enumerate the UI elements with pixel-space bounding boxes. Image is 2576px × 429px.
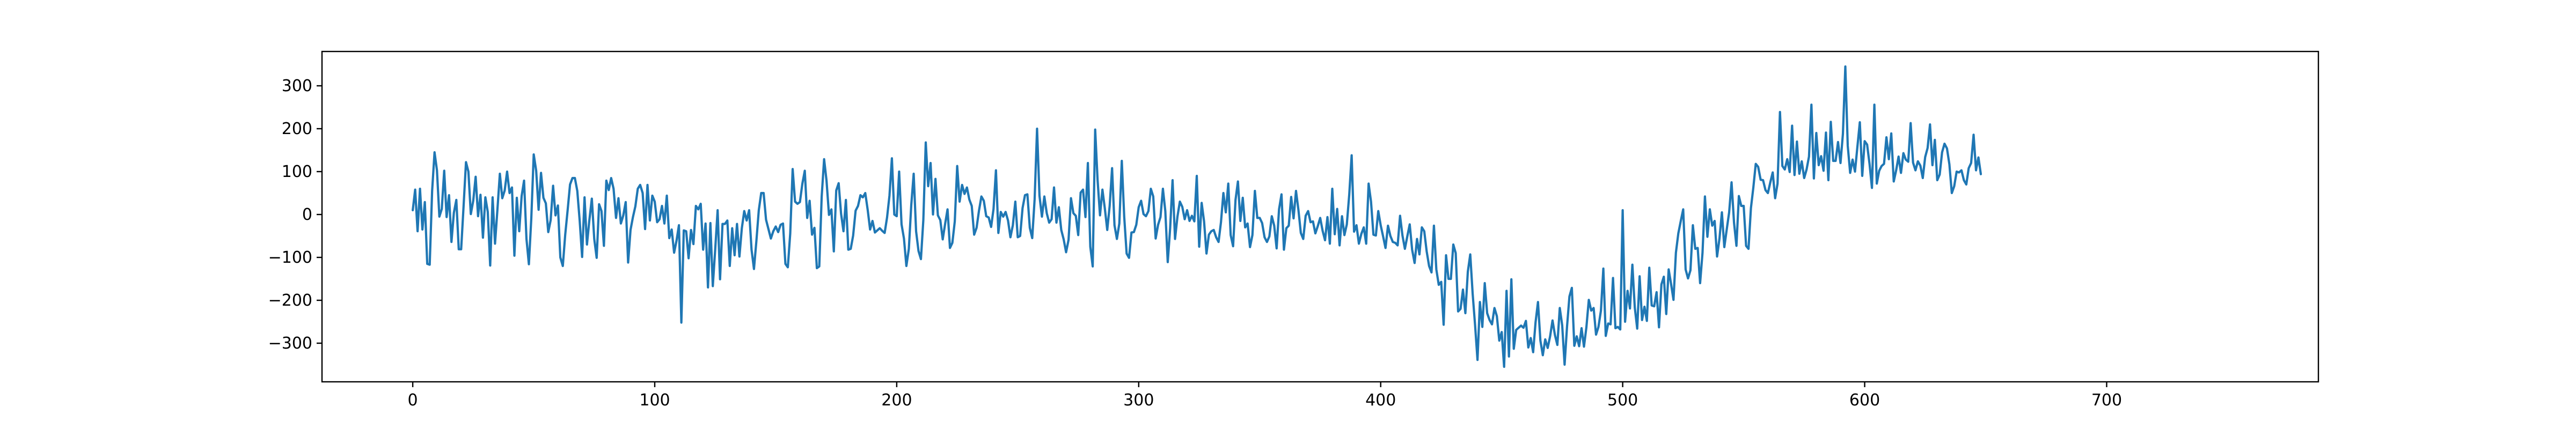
- series-line: [411, 65, 1982, 368]
- y-tick-label: 300: [282, 77, 312, 95]
- x-tick-label: 600: [1849, 391, 1880, 410]
- x-tick-label: 500: [1607, 391, 1638, 410]
- x-tick-label: 100: [639, 391, 670, 410]
- y-tick-label: −200: [268, 291, 312, 310]
- x-tick-label: 400: [1365, 391, 1396, 410]
- y-tick-label: 0: [302, 205, 312, 224]
- y-tick-label: 100: [282, 162, 312, 181]
- y-tick-label: 200: [282, 120, 312, 138]
- plot-area: [322, 51, 2318, 382]
- y-tick-label: −300: [268, 334, 312, 353]
- x-tick-label: 200: [881, 391, 912, 410]
- x-tick-label: 300: [1123, 391, 1154, 410]
- y-tick-label: −100: [268, 248, 312, 267]
- y-axis: −300 −200 −100 0 100 200 300: [268, 77, 322, 353]
- x-tick-label: 0: [408, 391, 418, 410]
- x-tick-label: 700: [2091, 391, 2122, 410]
- x-axis: 0 100 200 300 400 500 600 700: [408, 382, 2122, 410]
- plot-frame: [321, 50, 2319, 383]
